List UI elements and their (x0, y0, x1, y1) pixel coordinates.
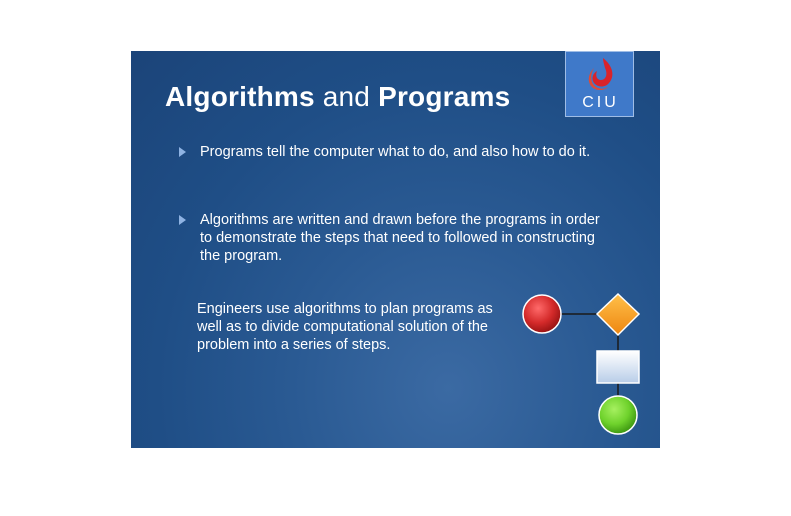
slide-title: Algorithms and Programs (165, 81, 510, 113)
bullet-text: Programs tell the computer what to do, a… (200, 144, 591, 160)
end-circle-shape (598, 395, 638, 435)
flame-icon (588, 58, 613, 90)
triangle-bullet-icon (179, 147, 186, 157)
process-rectangle-shape (596, 350, 640, 384)
decision-diamond-shape (595, 292, 641, 337)
engineers-paragraph: Engineers use algorithms to plan program… (197, 301, 493, 353)
bullet-text: Algorithms are written and drawn before … (200, 212, 600, 264)
slide: Algorithms and Programs CIU Programs tel… (131, 51, 660, 448)
ciu-logo: CIU (565, 51, 634, 117)
title-word-and: and (314, 81, 379, 112)
triangle-bullet-icon (179, 215, 186, 225)
title-word-programs: Programs (378, 81, 511, 112)
bullet-item: Programs tell the computer what to do, a… (179, 143, 609, 161)
flowchart-illustration (522, 292, 641, 435)
start-circle-shape (522, 294, 562, 334)
title-word-algorithms: Algorithms (165, 81, 315, 112)
logo-text: CIU (582, 94, 619, 111)
bullet-item: Algorithms are written and drawn before … (179, 211, 609, 265)
